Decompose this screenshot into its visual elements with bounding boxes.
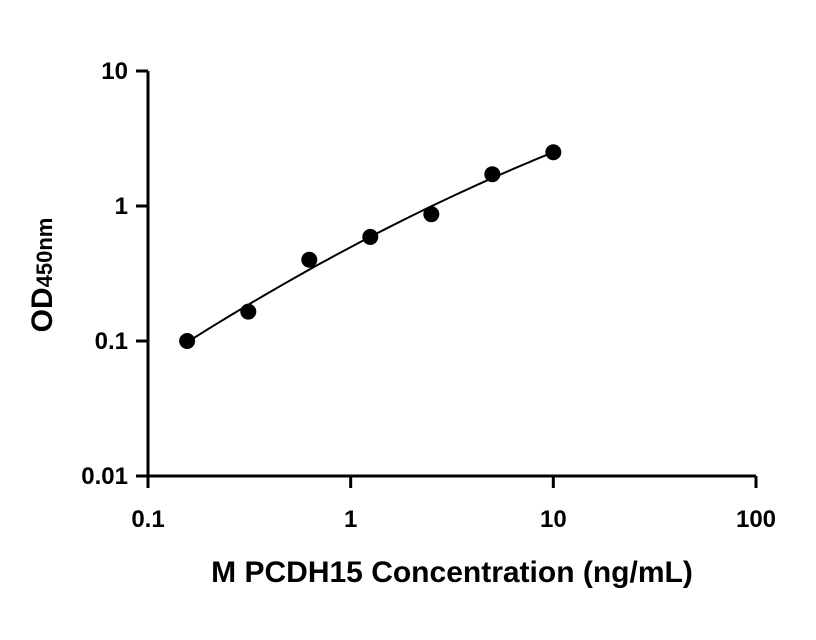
x-tick-label: 1 [344,506,357,533]
data-point [301,251,318,268]
x-tick-label: 0.1 [131,506,164,533]
y-tick-label: 10 [101,58,128,85]
x-tick-label: 100 [736,506,776,533]
y-tick-label: 0.01 [81,463,128,490]
data-point [362,228,379,245]
data-point [423,206,440,223]
y-tick-label: 0.1 [95,328,128,355]
data-point [179,333,196,349]
data-point [545,144,562,161]
data-point [240,303,257,320]
y-axis-title: OD450nm [26,218,59,333]
y-axis-title-main: OD [26,287,59,332]
y-tick-label: 1 [115,193,128,220]
y-axis-title-subscript: 450nm [32,218,57,288]
x-tick-label: 10 [540,506,567,533]
data-point [484,166,501,183]
x-axis-title: M PCDH15 Concentration (ng/mL) [211,556,693,589]
